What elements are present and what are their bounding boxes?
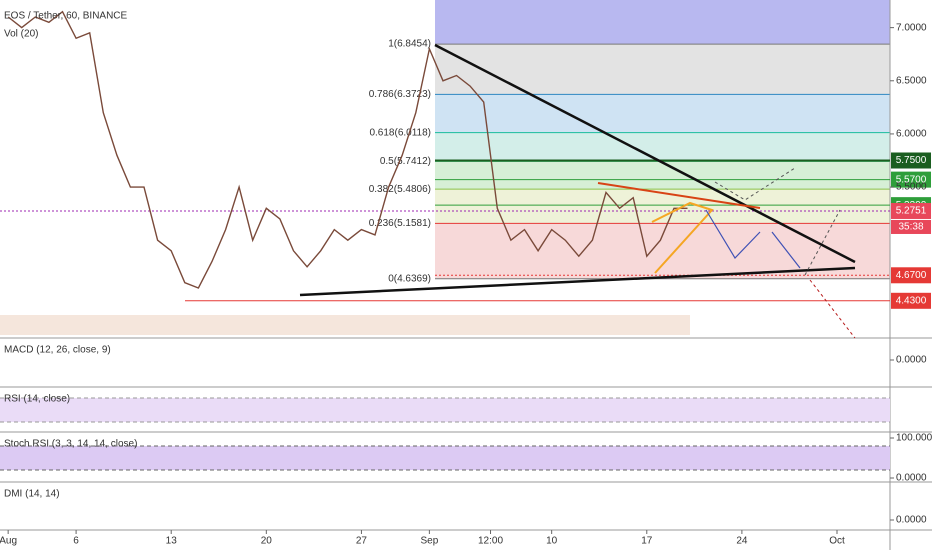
x-tick-label: Oct (829, 536, 845, 547)
trendline (434, 43, 856, 264)
x-tick-label: 12:00 (478, 536, 503, 547)
fib-label: 0.786(6.3723) (369, 89, 431, 100)
trendline (299, 266, 856, 297)
x-tick-label: 17 (641, 536, 653, 547)
y-tick-label: 6.0000 (896, 129, 927, 140)
countdown: 35:38 (898, 222, 923, 233)
price-tag (891, 171, 931, 188)
price-tag (891, 152, 931, 169)
price-tag-label: 5.7500 (896, 155, 927, 166)
volume-area (0, 315, 690, 335)
y-tick-label: 7.0000 (896, 22, 927, 33)
stoch-band (0, 446, 890, 470)
x-tick-label: 20 (261, 536, 273, 547)
fib-band (435, 132, 890, 162)
volume-label: Vol (20) (4, 29, 38, 40)
y-tick-label: 6.5000 (896, 75, 927, 86)
x-tick-label: Aug (0, 536, 17, 547)
x-tick-label: 13 (166, 536, 178, 547)
fib-label: 0(4.6369) (388, 273, 431, 284)
countdown-tag (891, 219, 931, 234)
indicator-tick-label: 100.0000 (896, 433, 932, 444)
fib-band (435, 0, 890, 45)
chart-title: EOS / Tether, 60, BINANCE (4, 11, 128, 22)
indicator-label: DMI (14, 14) (4, 489, 60, 500)
indicator-tick-label: 0.0000 (896, 515, 927, 526)
x-tick-label: 27 (356, 536, 368, 547)
price-line (7, 10, 688, 289)
price-tag-label: 5.5700 (896, 174, 927, 185)
fib-band (435, 44, 890, 95)
fib-label: 0.5(5.7412) (380, 156, 431, 167)
indicator-tick-label: 0.0000 (896, 473, 927, 484)
price-tag (891, 292, 931, 309)
triangle (651, 201, 714, 274)
trendline (597, 182, 761, 209)
x-tick-label: 6 (73, 536, 79, 547)
projection-dashed (809, 279, 856, 339)
price-tag (891, 202, 931, 219)
indicator-tick-label: 0.0000 (896, 355, 927, 366)
projection-dashed (804, 209, 841, 276)
x-tick-label: 10 (546, 536, 558, 547)
fib-label: 0.236(5.1581) (369, 218, 431, 229)
rsi-band (0, 398, 890, 422)
x-tick-label: Sep (420, 536, 438, 547)
x-tick-label: 24 (736, 536, 748, 547)
fib-band (435, 94, 890, 133)
fib-label: 0.382(5.4806) (369, 184, 431, 195)
fib-band (435, 161, 890, 190)
fib-band (435, 189, 890, 224)
projection-arrow (705, 209, 761, 259)
projection-dashed (714, 167, 796, 201)
indicator-label: RSI (14, close) (4, 394, 70, 405)
price-tag-label: 4.6700 (896, 270, 927, 281)
fib-retracement: 1(6.8454) 0.786(6.3723) 0.618(6.0118) 0.5(5… (369, 0, 890, 284)
price-tag (891, 267, 931, 284)
fib-label: 0.618(6.0118) (369, 127, 431, 138)
indicator-label: Stoch RSI (3, 3, 14, 14, close) (4, 439, 137, 450)
projection-arrow (771, 231, 801, 269)
fib-label: 1(6.8454) (388, 39, 431, 50)
price-tag-label: 4.4300 (896, 295, 927, 306)
y-tick-label: 5.5000 (896, 182, 927, 193)
indicator-label: MACD (12, 26, close, 9) (4, 345, 111, 356)
price-panel: 5.75005.57005.33005.27514.67004.430035:3… (0, 10, 931, 309)
price-tag-label: 5.2751 (896, 206, 927, 217)
